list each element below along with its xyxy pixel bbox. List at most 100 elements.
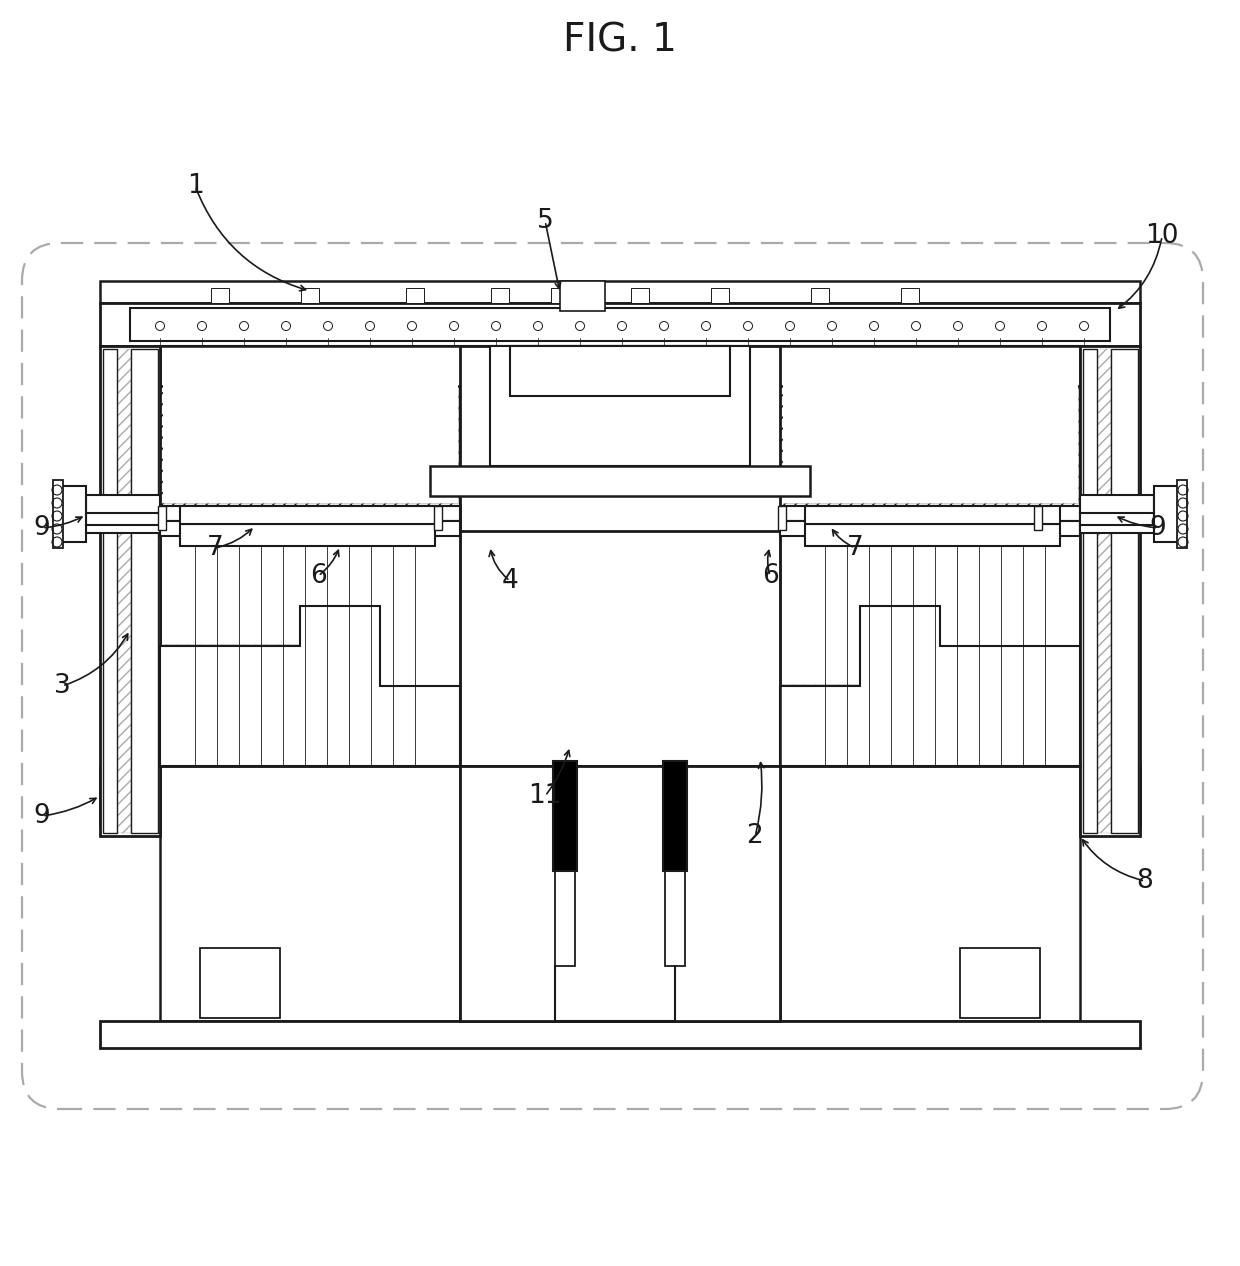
Bar (160, 522, 460, 536)
Bar (782, 348, 1078, 504)
Bar (1080, 495, 1154, 533)
Text: FIG. 1: FIG. 1 (563, 22, 677, 60)
Bar (405, 287, 424, 303)
Bar (162, 348, 458, 504)
Bar (160, 506, 460, 522)
Bar (86, 495, 160, 533)
Bar (1080, 346, 1140, 836)
Bar (490, 346, 750, 466)
Bar (100, 281, 1140, 303)
Bar (160, 346, 460, 506)
Polygon shape (780, 346, 1080, 506)
Bar (162, 508, 458, 763)
Text: 8: 8 (1137, 868, 1153, 894)
Bar (560, 281, 605, 311)
Bar (160, 506, 460, 766)
Bar (780, 346, 1080, 506)
Text: 9: 9 (1149, 515, 1167, 541)
Bar (777, 506, 786, 530)
Text: 7: 7 (207, 536, 223, 561)
Bar (808, 527, 1056, 543)
Bar (162, 348, 458, 503)
Bar (130, 308, 1110, 341)
Bar (811, 287, 830, 303)
Bar (184, 527, 432, 543)
Text: 5: 5 (537, 208, 553, 234)
Bar (780, 506, 1080, 522)
Bar (100, 346, 160, 836)
Bar (180, 506, 435, 524)
Bar (553, 761, 577, 871)
Bar (53, 480, 63, 548)
Bar (463, 768, 777, 1019)
Bar (1177, 480, 1187, 548)
Text: 1: 1 (187, 173, 203, 199)
Bar (562, 284, 603, 309)
Bar (782, 348, 1078, 503)
Bar (556, 866, 575, 966)
Text: 10: 10 (1146, 223, 1179, 249)
Text: 11: 11 (528, 782, 562, 809)
Bar (432, 468, 808, 494)
Text: 6: 6 (310, 563, 326, 589)
Bar (551, 287, 569, 303)
Bar (631, 287, 649, 303)
Polygon shape (160, 346, 460, 506)
Bar (160, 346, 1080, 366)
Text: 3: 3 (53, 674, 71, 699)
Bar (162, 348, 1078, 384)
Bar (103, 349, 117, 833)
Bar (162, 508, 458, 519)
Bar (805, 506, 1060, 524)
Bar (1034, 506, 1042, 530)
Bar (88, 498, 157, 530)
Bar (780, 766, 1080, 1020)
Text: 9: 9 (33, 803, 51, 829)
Bar (102, 284, 1138, 301)
Text: 9: 9 (33, 515, 51, 541)
Bar (460, 346, 780, 530)
Text: 4: 4 (502, 568, 518, 594)
Bar (131, 349, 157, 833)
Bar (513, 349, 727, 392)
Bar (460, 766, 780, 1020)
Bar (780, 506, 1080, 766)
Bar (782, 768, 1078, 1019)
Bar (510, 346, 730, 396)
Text: 6: 6 (761, 563, 779, 589)
Bar (100, 766, 1140, 825)
Bar (901, 287, 919, 303)
Bar (491, 287, 508, 303)
Bar (663, 761, 687, 871)
Bar (131, 310, 1109, 339)
Bar (805, 524, 1060, 546)
Bar (1097, 349, 1111, 833)
Bar (162, 348, 458, 503)
Bar (1154, 486, 1180, 542)
Bar (157, 506, 166, 530)
Bar (162, 768, 458, 1019)
Bar (117, 349, 131, 833)
Bar (430, 466, 810, 496)
Bar (180, 524, 435, 546)
Bar (100, 1020, 1140, 1048)
Bar (100, 303, 1140, 346)
Bar (782, 508, 1078, 763)
Text: 7: 7 (847, 536, 863, 561)
Bar (434, 506, 441, 530)
Bar (463, 349, 777, 528)
Bar (782, 348, 1078, 503)
Bar (1083, 349, 1097, 833)
Bar (211, 287, 229, 303)
Bar (103, 306, 1137, 343)
Bar (780, 522, 1080, 536)
Polygon shape (780, 606, 1080, 766)
Bar (102, 1023, 1138, 1046)
Bar (1111, 349, 1138, 833)
Bar (103, 768, 1137, 823)
Bar (665, 866, 684, 966)
Polygon shape (160, 606, 460, 766)
Bar (494, 349, 746, 463)
Text: 2: 2 (746, 823, 764, 849)
Bar (200, 948, 280, 1018)
